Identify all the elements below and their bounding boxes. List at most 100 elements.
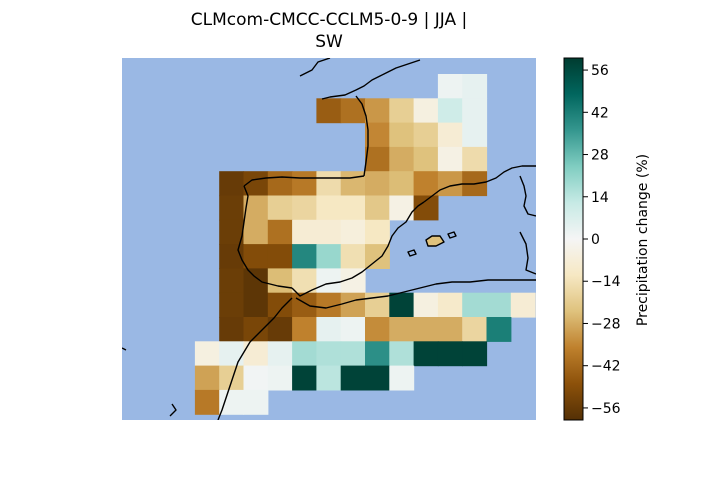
coastline-sardinia [519, 231, 536, 275]
grid-cell [365, 171, 390, 197]
grid-cell [365, 219, 390, 245]
grid-cell [267, 244, 293, 269]
grid-cell [462, 122, 488, 148]
coastline-gulf-of-lion [423, 165, 536, 203]
colorbar-tick-label: −28 [591, 316, 621, 332]
grid-cell [389, 292, 415, 318]
grid-cell [437, 317, 463, 342]
grid-cell [413, 146, 439, 172]
grid-cell [267, 219, 293, 245]
grid-cell [292, 244, 317, 269]
coastline-canary [122, 347, 127, 351]
grid-cell [365, 244, 390, 269]
coastline-menorca [447, 231, 457, 239]
grid-cell [437, 292, 463, 318]
colorbar-label: Precipitation change (%) [635, 153, 651, 327]
grid-cell [340, 244, 366, 269]
grid-cell [243, 341, 269, 367]
map-title-line-1: CLMcom-CMCC-CCLM5-0-9 | JJA | [190, 10, 468, 30]
grid-cell [243, 244, 269, 269]
colorbar-tick-label: 0 [591, 232, 600, 248]
grid-cell [413, 341, 439, 367]
grid-cell [462, 341, 488, 367]
grid-cell [219, 341, 245, 367]
coastline-atlantic-france [355, 95, 369, 177]
coastline-ibiza [407, 249, 417, 257]
grid-cell [340, 219, 366, 245]
map-title: CLMcom-CMCC-CCLM5-0-9 | JJA | SW [122, 9, 536, 53]
grid-cell [194, 341, 220, 367]
grid-cell [437, 146, 463, 172]
coastline-corsica [519, 175, 536, 217]
grid-cell [389, 341, 415, 367]
grid-cell [389, 317, 415, 342]
grid-cell [437, 122, 463, 148]
grid-cell [437, 341, 463, 367]
grid-cell [292, 341, 317, 367]
grid-cell [340, 171, 366, 197]
grid-cell [462, 74, 488, 99]
grid-cell [292, 365, 317, 391]
grid-cell [292, 317, 317, 342]
grid-cell [510, 292, 536, 318]
grid-cell [389, 171, 415, 197]
grid-cell [413, 122, 439, 148]
grid-cell [316, 98, 342, 124]
grid-cells [194, 74, 536, 415]
grid-cell [267, 317, 293, 342]
grid-cell [413, 195, 439, 221]
colorbar-tick-label: 14 [591, 190, 609, 206]
grid-cell [316, 317, 342, 342]
grid-cell [437, 74, 463, 99]
grid-cell [267, 292, 293, 318]
coastline-brittany [321, 59, 421, 100]
grid-cell [219, 389, 245, 415]
colorbar: 56 42 28 14 0 −14 −28 −42 −56 [563, 57, 621, 421]
coastline-islet [169, 403, 177, 417]
grid-cell [267, 341, 293, 367]
grid-cell [413, 317, 439, 342]
coastline-portugal [237, 185, 293, 289]
colorbar-tick-label: −56 [591, 401, 621, 417]
grid-cell [316, 171, 342, 197]
grid-cell [219, 365, 245, 391]
grid-cell [413, 98, 439, 124]
grid-cell [413, 292, 439, 318]
grid-cell [365, 195, 390, 221]
grid-cell [462, 292, 488, 318]
grid-cell [219, 171, 245, 197]
map-area [122, 58, 536, 420]
grid-cell [243, 365, 269, 391]
grid-cell [340, 341, 366, 367]
grid-cell [292, 171, 317, 197]
grid-cell [219, 292, 245, 318]
grid-cell [316, 219, 342, 245]
grid-cell [365, 146, 390, 172]
grid-cell [389, 122, 415, 148]
grid-cell [389, 98, 415, 124]
grid-cell [243, 219, 269, 245]
grid-cell [413, 171, 439, 197]
grid-cell [437, 171, 463, 197]
grid-cell [243, 268, 269, 294]
grid-cell [316, 195, 342, 221]
grid-cell [267, 268, 293, 294]
grid-cell [389, 365, 415, 391]
grid-cell [292, 195, 317, 221]
coastline-gibraltar-med-spain [291, 201, 425, 297]
colorbar-gradient [563, 57, 584, 421]
grid-cell [389, 195, 415, 221]
coastline-biscay-spain [243, 175, 365, 187]
grid-cell [243, 317, 269, 342]
colorbar-tick-label: 42 [591, 105, 609, 121]
grid-cell [243, 292, 269, 318]
grid-cell [340, 98, 366, 124]
colorbar-tick-label: −42 [591, 359, 621, 375]
grid-cell [340, 292, 366, 318]
grid-cell [316, 365, 342, 391]
coastline-france-north [299, 58, 331, 77]
grid-cell [194, 365, 220, 391]
colorbar-tick-label: −14 [591, 274, 621, 290]
map-title-line-2: SW [315, 32, 343, 52]
